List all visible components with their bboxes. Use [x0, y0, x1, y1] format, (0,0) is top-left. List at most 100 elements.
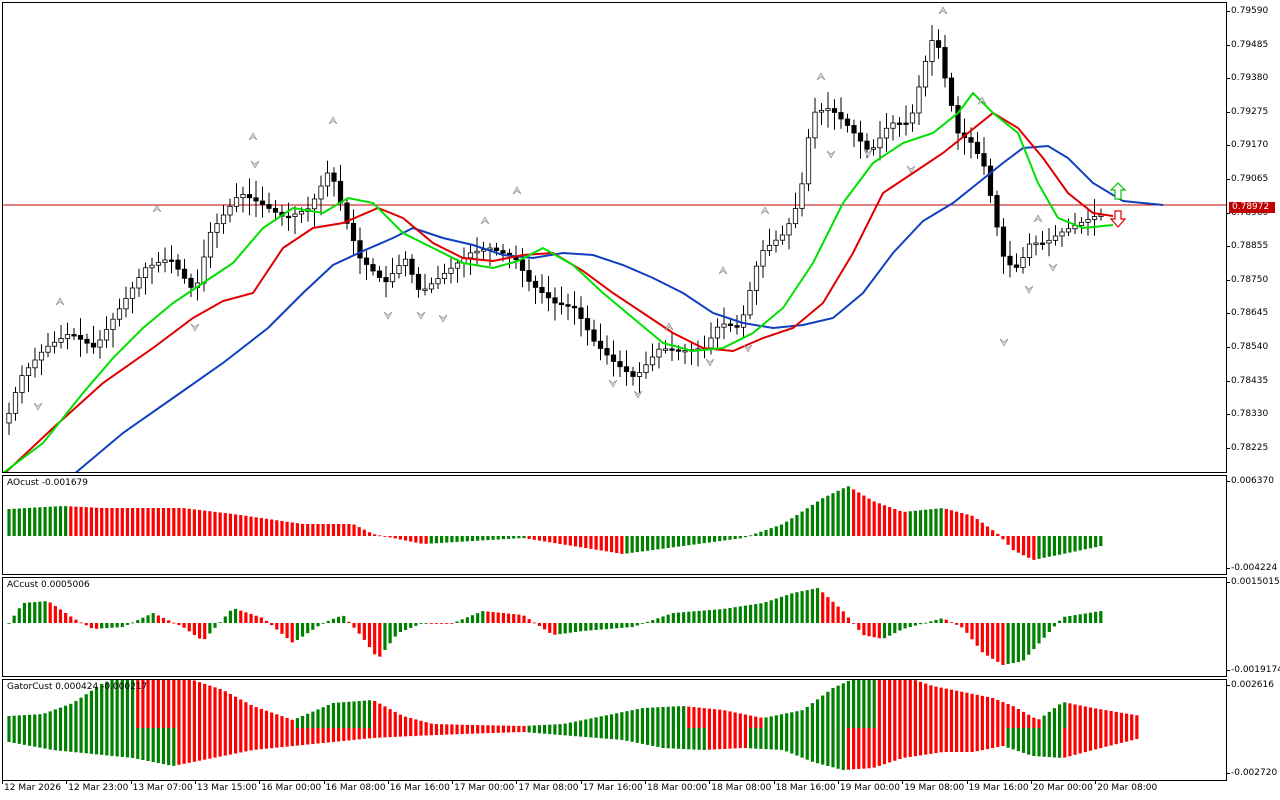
histogram-bar: [723, 608, 727, 623]
histogram-bar: [481, 725, 485, 728]
histogram-bar: [980, 623, 984, 653]
histogram-bar: [239, 610, 243, 623]
ao-indicator-pane[interactable]: AOcust -0.001679: [2, 475, 1227, 575]
ac-indicator-pane[interactable]: ACcust 0.0005006: [2, 577, 1227, 677]
histogram-bar-lower: [944, 728, 948, 752]
histogram-bar-lower: [872, 728, 876, 768]
histogram-bar: [790, 593, 794, 623]
candle-bearish: [838, 112, 844, 120]
histogram-bar-lower: [949, 728, 954, 752]
histogram-bar: [908, 680, 912, 728]
histogram-bar: [414, 623, 418, 626]
time-axis-tick: [130, 781, 132, 784]
histogram-bar: [450, 536, 454, 543]
histogram-bar: [7, 716, 11, 728]
candle-bearish: [259, 200, 266, 205]
histogram-bar: [656, 618, 660, 623]
histogram-bar-lower: [548, 728, 552, 735]
histogram-bar: [888, 507, 892, 536]
histogram-bar: [192, 680, 196, 728]
histogram-bar: [1068, 536, 1072, 553]
histogram-bar-lower: [707, 728, 711, 750]
histogram-bar-lower: [1021, 728, 1026, 753]
histogram-bar-lower: [69, 728, 73, 752]
histogram-bar: [316, 709, 320, 728]
histogram-bar: [419, 536, 423, 544]
candle-bearish: [675, 349, 682, 352]
candle-bearish: [851, 125, 857, 134]
histogram-bar: [481, 611, 485, 623]
histogram-bar-lower: [743, 728, 748, 749]
histogram-bar: [28, 507, 32, 536]
histogram-bar-lower: [342, 728, 346, 741]
histogram-bar-lower: [1063, 728, 1067, 758]
candle-bullish: [1078, 221, 1085, 226]
price-axis-tick: [1227, 11, 1230, 12]
histogram-bar: [1021, 711, 1026, 728]
histogram-bar: [326, 620, 330, 623]
histogram-bar: [383, 623, 387, 650]
histogram-bar: [846, 486, 851, 536]
histogram-bar-lower: [738, 728, 742, 749]
time-axis-label: 12 Mar 23:00: [68, 783, 129, 793]
gator-indicator-pane[interactable]: GatorCust 0.000424 -0.000217: [2, 679, 1227, 781]
histogram-bar-lower: [573, 728, 578, 737]
histogram-bar: [872, 680, 876, 728]
histogram-bar: [197, 509, 202, 536]
histogram-bar: [826, 597, 830, 623]
histogram-bar: [800, 710, 804, 728]
histogram-bar-lower: [666, 728, 670, 749]
histogram-bar: [1001, 623, 1005, 665]
histogram-bar: [682, 536, 686, 546]
histogram-bar-lower: [676, 728, 681, 749]
histogram-bar: [496, 536, 500, 540]
candle-bullish: [916, 86, 922, 114]
histogram-bar: [89, 690, 93, 728]
histogram-bar: [362, 623, 366, 640]
main-chart-pane[interactable]: [2, 2, 1227, 473]
histogram-bar: [949, 622, 954, 624]
price-axis-label: 0.78435: [1231, 375, 1269, 386]
histogram-bar: [625, 536, 629, 554]
histogram-bar: [620, 536, 624, 554]
histogram-bar-lower: [996, 728, 1000, 748]
histogram-bar-lower: [38, 728, 42, 748]
histogram-bar: [1052, 623, 1057, 627]
histogram-bar: [357, 623, 361, 634]
histogram-bar: [218, 512, 222, 536]
histogram-bar-lower: [311, 728, 315, 745]
histogram-bar: [661, 616, 665, 623]
time-axis-label: 13 Mar 07:00: [132, 783, 193, 793]
histogram-bar: [918, 623, 923, 625]
histogram-bar: [975, 519, 979, 536]
histogram-bar-lower: [84, 728, 88, 754]
histogram-bar: [955, 511, 959, 536]
histogram-bar: [754, 716, 758, 728]
histogram-bar: [749, 604, 753, 623]
histogram-bar: [568, 722, 572, 728]
time-axis-tick: [709, 781, 711, 784]
histogram-bar: [1063, 536, 1067, 554]
histogram-bar-lower: [728, 728, 732, 749]
histogram-bar: [264, 710, 269, 728]
fractal-up-icon: [480, 216, 490, 225]
histogram-bar-lower: [43, 728, 47, 749]
histogram-bar: [759, 531, 763, 536]
histogram-bar-lower: [7, 728, 11, 742]
ao-pane-label: AOcust -0.001679: [7, 478, 89, 488]
histogram-bar: [821, 695, 825, 728]
time-axis-label: 17 Mar 16:00: [582, 783, 643, 793]
histogram-bar: [259, 708, 263, 728]
histogram-bar: [300, 623, 305, 637]
histogram-bar-lower: [754, 728, 758, 749]
histogram-bar: [501, 536, 505, 540]
histogram-bar: [1088, 707, 1093, 728]
histogram-bar: [985, 526, 990, 536]
histogram-bar: [934, 686, 938, 728]
histogram-bar: [141, 617, 145, 623]
histogram-bar: [996, 623, 1000, 662]
histogram-bar: [213, 511, 217, 536]
histogram-bar: [609, 623, 614, 629]
histogram-bar-lower: [960, 728, 964, 752]
histogram-bar: [810, 504, 814, 536]
